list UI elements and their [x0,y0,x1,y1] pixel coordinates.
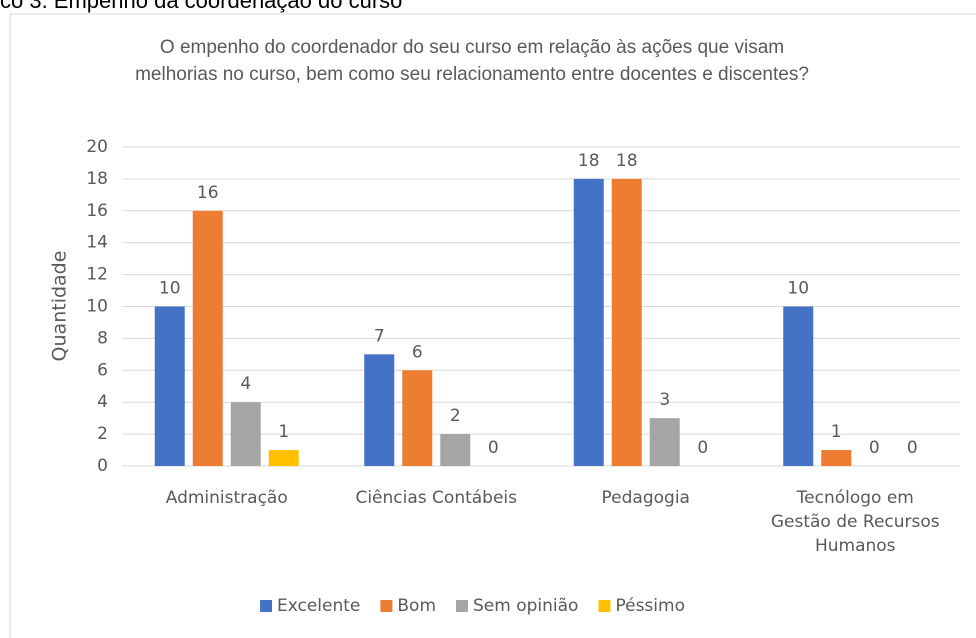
y-axis-label: Quantidade [49,251,71,362]
y-tick-label: 0 [97,456,108,476]
data-label: 18 [578,151,600,171]
bar [268,450,299,466]
heading: co 3. Empenho da coordenação do curso [0,0,403,13]
legend-swatch [598,600,611,612]
data-label: 3 [659,390,670,410]
data-label: 0 [697,438,708,458]
legend-label: Bom [397,596,436,616]
bar [364,354,395,466]
data-label: 0 [869,438,880,458]
legend-swatch [456,600,469,612]
data-label: 0 [488,438,499,458]
y-tick-label: 10 [86,297,108,317]
data-label: 4 [240,374,251,394]
y-tick-label: 2 [97,424,108,444]
y-tick-label: 18 [86,169,108,189]
bar [230,402,261,466]
x-tick-label: Administração [165,488,288,508]
bar [154,306,185,466]
bar [649,418,680,466]
bar [402,370,433,466]
legend-swatch [260,600,272,612]
y-tick-label: 8 [97,328,108,348]
chart-title: O empenho do coordenador do seu curso em… [135,37,809,85]
bar [611,178,642,466]
x-tick-label: Ciências Contábeis [355,488,518,508]
data-label: 16 [197,183,219,203]
data-label: 10 [787,279,809,299]
bar [783,306,814,466]
chart-frame [9,13,976,638]
y-tick-label: 16 [86,201,108,221]
legend-swatch [380,600,393,612]
data-label: 18 [616,151,638,171]
y-tick-label: 12 [86,265,108,285]
data-label: 0 [907,438,918,458]
bar [192,210,223,466]
x-tick-label: Pedagogia [601,488,690,508]
bar [440,434,471,466]
data-label: 6 [412,342,423,362]
y-tick-label: 20 [86,137,108,157]
data-label: 1 [278,422,289,442]
x-tick-label: Tecnólogo em Gestão de Recursos Humanos [770,488,940,556]
y-tick-label: 14 [86,233,108,253]
legend-label: Péssimo [615,596,685,616]
data-label: 1 [831,422,842,442]
y-tick-label: 6 [97,360,108,380]
data-label: 10 [159,279,181,299]
legend-label: Excelente [277,596,360,616]
data-label: 2 [450,406,461,426]
bar [821,450,852,466]
data-label: 7 [374,326,385,346]
bar [573,178,604,466]
y-tick-label: 4 [97,392,108,412]
legend-label: Sem opinião [473,596,578,616]
